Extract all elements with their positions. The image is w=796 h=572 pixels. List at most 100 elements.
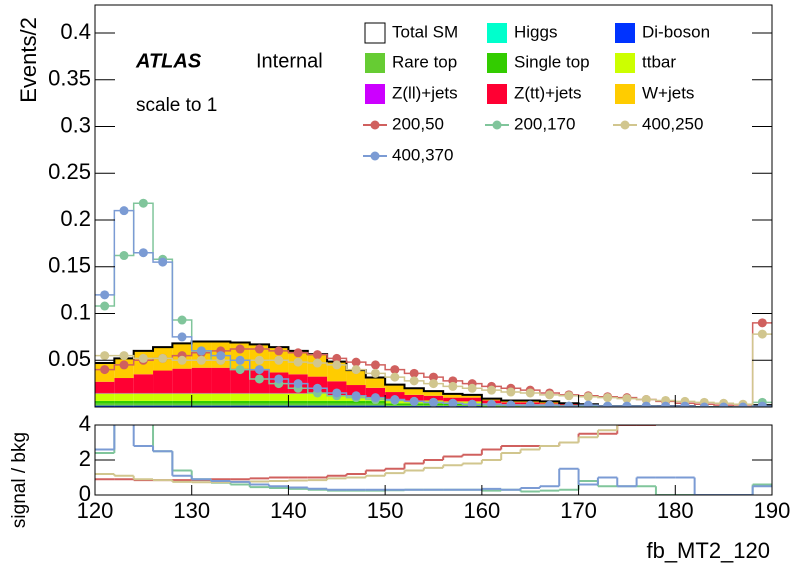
signal-point <box>196 355 206 365</box>
x-tick-label: 160 <box>463 498 500 523</box>
legend: Total SM Higgs Di-boson Rare top Single top t… <box>363 22 710 164</box>
signal-point <box>216 351 226 361</box>
stack-bar <box>307 400 328 404</box>
stack-bar <box>95 405 115 407</box>
stack-bar <box>365 387 386 398</box>
stack-bar <box>249 405 270 407</box>
stack-bar <box>191 405 212 407</box>
signal-point <box>370 360 380 370</box>
stack-bar <box>211 367 231 393</box>
legend-swatch <box>365 53 385 73</box>
y-tick-label: 0.1 <box>60 299 91 324</box>
signal-point <box>312 383 322 393</box>
signal-point <box>235 355 245 365</box>
y-tick-label: 0.3 <box>60 112 91 137</box>
x-tick-label: 130 <box>173 498 210 523</box>
signal-point <box>293 357 303 367</box>
stack-bar <box>288 405 308 407</box>
legend-label: Total SM <box>392 22 458 41</box>
signal-point <box>274 346 284 356</box>
signal-point <box>196 346 206 356</box>
signal-point <box>100 301 110 311</box>
y-axis-label: Events/2 <box>16 17 41 103</box>
ratio-y-tick-label: 4 <box>79 411 91 436</box>
legend-label: Higgs <box>514 22 557 41</box>
ratio-y-tick-label: 0 <box>79 481 91 506</box>
stack-bar <box>365 377 386 388</box>
signal-point <box>680 401 690 407</box>
signal-point <box>564 391 574 401</box>
ratio-y-tick-label: 2 <box>79 446 91 471</box>
x-tick-label: 170 <box>560 498 597 523</box>
x-tick-label: 140 <box>270 498 307 523</box>
stack-bar <box>230 368 250 393</box>
signal-point <box>409 368 419 378</box>
stack-bar <box>172 368 192 393</box>
stack-bar <box>114 378 134 393</box>
signal-point <box>254 344 264 354</box>
signal-point <box>158 257 168 267</box>
ratio-y-axis-label: signal / bkg <box>9 432 30 528</box>
stack-bar <box>153 403 173 406</box>
axes: 0.05 0.1 0.15 0.2 0.25 0.3 0.35 0.4 0 2 4 120 130 140… <box>48 4 791 523</box>
signal-point <box>274 355 284 365</box>
legend-label: 400,250 <box>642 114 703 133</box>
plot-frame <box>94 4 773 408</box>
stack-bar <box>172 400 192 404</box>
signal-point <box>467 383 477 393</box>
atlas-label: ATLAS <box>135 50 202 72</box>
legend-label: Rare top <box>392 52 457 71</box>
stack-bar <box>191 367 212 393</box>
stack-bar <box>211 405 231 407</box>
signal-point <box>351 391 361 401</box>
stack-bar <box>230 403 250 406</box>
signal-point <box>312 358 322 368</box>
signal-point <box>506 400 516 407</box>
legend-marker <box>492 120 502 130</box>
stack-bar <box>269 403 289 406</box>
signal-point <box>351 365 361 375</box>
signal-point <box>699 402 709 407</box>
legend-label: Z(ll)+jets <box>392 83 458 102</box>
stack-bar <box>404 388 424 395</box>
signal-point <box>370 368 380 378</box>
stack-bar <box>114 403 134 406</box>
stack-bar <box>462 397 482 402</box>
stack-bar <box>95 403 115 406</box>
signal-point <box>100 365 110 375</box>
signal-point <box>429 372 438 382</box>
legend-label: 200,50 <box>392 114 444 133</box>
signal-point <box>390 372 400 382</box>
x-tick-label: 190 <box>754 498 791 523</box>
signal-point <box>100 290 110 300</box>
legend-swatch <box>615 23 635 43</box>
stack-bar <box>288 400 308 404</box>
ratio-plot <box>95 425 772 495</box>
stack-bar <box>346 370 366 386</box>
legend-swatch <box>365 84 385 104</box>
stack-bar <box>153 370 173 393</box>
signal-point <box>603 393 613 403</box>
main-plot <box>95 198 772 407</box>
stack-bar <box>327 403 347 406</box>
stack-bar <box>288 393 308 401</box>
signal-point <box>119 251 129 261</box>
signal-point <box>757 401 767 407</box>
stack-bar <box>327 361 347 382</box>
stack-bar <box>211 393 231 401</box>
stack-bar <box>385 405 405 407</box>
legend-label: Single top <box>514 52 590 71</box>
x-axis-label: fb_MT2_120 <box>646 538 770 563</box>
signal-point <box>119 206 129 216</box>
signal-point <box>332 388 342 398</box>
stack-bar <box>114 405 134 407</box>
signal-point <box>545 390 555 400</box>
signal-point <box>738 402 748 407</box>
stack-bar <box>172 393 192 401</box>
stack-bar <box>307 403 328 406</box>
signal-point <box>332 360 342 370</box>
signal-point <box>235 344 245 354</box>
signal-point <box>138 198 148 208</box>
stack-bar <box>191 403 212 406</box>
stack-bar <box>249 393 270 401</box>
